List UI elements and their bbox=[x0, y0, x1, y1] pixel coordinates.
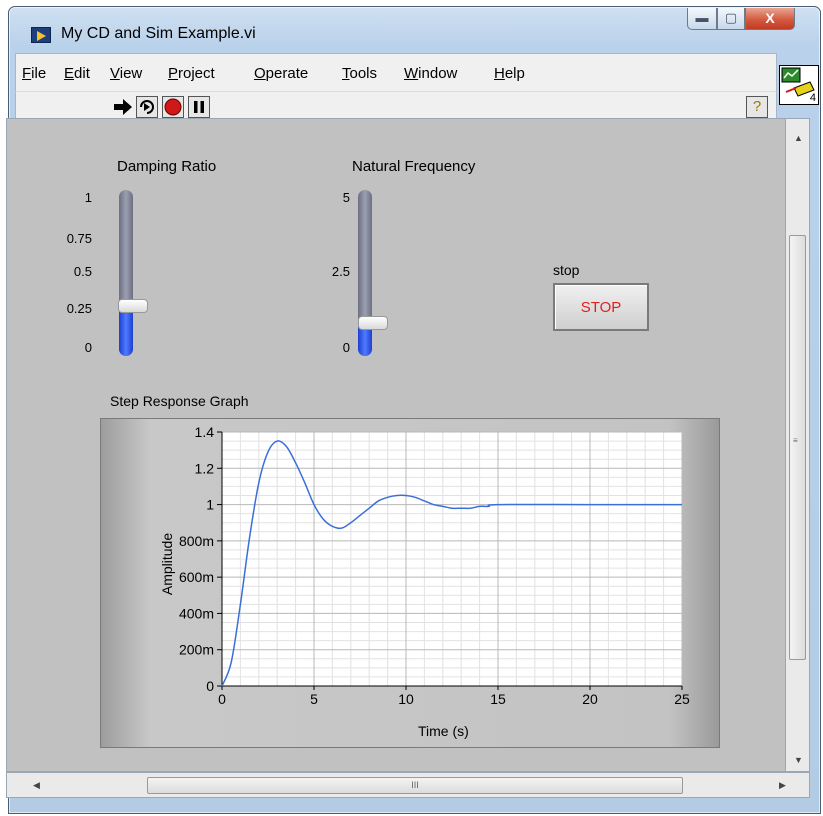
graph-label: Step Response Graph bbox=[110, 393, 249, 409]
x-tick-label: 20 bbox=[582, 691, 598, 707]
title-bar[interactable]: My CD and Sim Example.vi ▬ ▢ X bbox=[9, 7, 820, 53]
context-help-button[interactable]: ? bbox=[746, 96, 768, 118]
horizontal-scroll-thumb[interactable]: III bbox=[147, 777, 683, 794]
run-continuously-icon bbox=[140, 100, 154, 114]
scroll-left-arrow-icon[interactable]: ◀ bbox=[33, 780, 40, 790]
window-title: My CD and Sim Example.vi bbox=[61, 25, 256, 42]
maximize-button[interactable]: ▢ bbox=[717, 8, 745, 30]
labview-app-icon bbox=[31, 27, 51, 43]
damping-ratio-fill bbox=[119, 306, 133, 356]
menu-help[interactable]: Help bbox=[494, 65, 525, 82]
scroll-up-arrow-icon[interactable]: ▲ bbox=[794, 133, 803, 143]
y-tick-label: 0 bbox=[206, 678, 214, 694]
x-tick-label: 25 bbox=[674, 691, 690, 707]
run-button[interactable] bbox=[112, 96, 134, 118]
stop-button[interactable]: STOP bbox=[553, 283, 649, 331]
run-continuously-button[interactable] bbox=[136, 96, 158, 118]
pause-icon bbox=[194, 101, 204, 113]
vi-icon[interactable]: 4 bbox=[779, 65, 819, 105]
stop-label: stop bbox=[553, 262, 580, 278]
menu-bar: File Edit View Project Operate Tools Win… bbox=[15, 53, 777, 91]
y-tick-label: 1.2 bbox=[195, 460, 215, 476]
close-button[interactable]: X bbox=[745, 8, 795, 30]
x-tick-label: 0 bbox=[218, 691, 226, 707]
damping-tick-075: 0.75 bbox=[66, 231, 92, 246]
y-tick-label: 200m bbox=[179, 642, 214, 658]
y-tick-label: 1 bbox=[206, 497, 214, 513]
menu-window[interactable]: Window bbox=[404, 65, 458, 82]
natural-frequency-slider[interactable] bbox=[358, 190, 388, 356]
y-tick-label: 1.4 bbox=[195, 424, 215, 440]
frequency-tick-0: 0 bbox=[342, 340, 350, 355]
y-tick-label: 800m bbox=[179, 533, 214, 549]
x-tick-label: 10 bbox=[398, 691, 414, 707]
vi-icon-number: 4 bbox=[809, 92, 816, 104]
x-tick-label: 5 bbox=[310, 691, 318, 707]
abort-button[interactable] bbox=[162, 96, 184, 118]
damping-ratio-thumb[interactable] bbox=[118, 299, 148, 313]
natural-frequency-thumb[interactable] bbox=[358, 316, 388, 330]
toolbar: ? bbox=[15, 91, 777, 123]
damping-tick-025: 0.25 bbox=[66, 301, 92, 316]
damping-tick-1: 1 bbox=[84, 190, 92, 205]
damping-tick-0: 0 bbox=[84, 340, 92, 355]
vertical-grip-icon: ≡ bbox=[793, 436, 798, 445]
frequency-tick-25: 2.5 bbox=[331, 264, 350, 279]
damping-ratio-slider[interactable] bbox=[118, 190, 148, 356]
natural-frequency-label: Natural Frequency bbox=[352, 158, 476, 175]
menu-project[interactable]: Project bbox=[168, 65, 215, 82]
abort-icon bbox=[164, 98, 182, 116]
vi-connector-icon bbox=[781, 67, 815, 97]
vertical-scroll-thumb[interactable]: ≡ bbox=[789, 235, 806, 660]
menu-tools[interactable]: Tools bbox=[342, 65, 378, 82]
minimize-button[interactable]: ▬ bbox=[687, 8, 717, 30]
menu-file[interactable]: File bbox=[22, 65, 47, 82]
menu-operate[interactable]: Operate bbox=[254, 65, 309, 82]
frequency-tick-5: 5 bbox=[342, 190, 350, 205]
scroll-right-arrow-icon[interactable]: ▶ bbox=[779, 780, 786, 790]
damping-ratio-label: Damping Ratio bbox=[117, 158, 217, 175]
run-arrow-icon bbox=[114, 99, 132, 115]
natural-frequency-fill bbox=[358, 323, 372, 356]
vertical-scrollbar[interactable]: ▲ ≡ ▼ bbox=[786, 118, 810, 772]
y-axis-label: Amplitude bbox=[159, 532, 176, 596]
pause-button[interactable] bbox=[188, 96, 210, 118]
y-tick-label: 600m bbox=[179, 569, 214, 585]
scroll-down-arrow-icon[interactable]: ▼ bbox=[794, 755, 803, 765]
stop-button-text: STOP bbox=[580, 299, 622, 316]
x-tick-label: 15 bbox=[490, 691, 506, 707]
menu-edit[interactable]: Edit bbox=[64, 65, 90, 82]
damping-tick-05: 0.5 bbox=[73, 264, 92, 279]
series-line bbox=[221, 440, 682, 687]
menu-view[interactable]: View bbox=[110, 65, 143, 82]
horizontal-scrollbar[interactable]: ◀ III ▶ bbox=[6, 772, 810, 798]
y-tick-label: 400m bbox=[179, 605, 214, 621]
x-axis-label: Time (s) bbox=[418, 723, 469, 739]
